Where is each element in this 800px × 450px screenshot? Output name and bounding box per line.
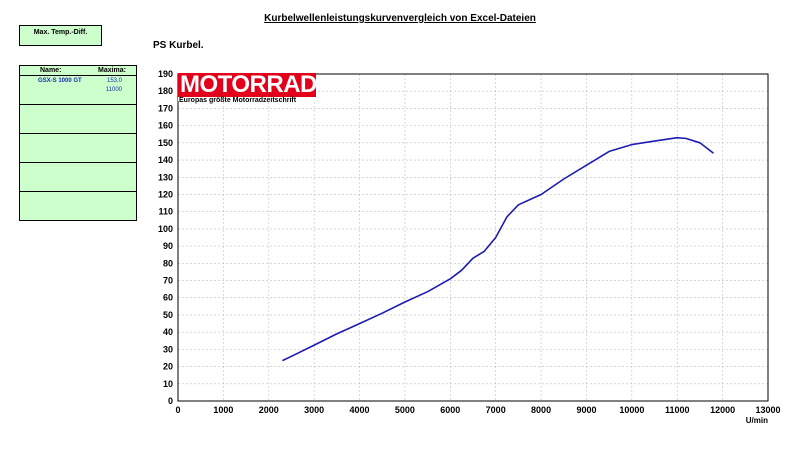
series-line-gsx-s-1000-gt: [282, 136, 714, 362]
legend-row: [20, 134, 136, 163]
x-tick-label: 4000: [350, 405, 370, 415]
legend-row-name: GSX-S 1000 GT: [38, 78, 82, 84]
y-tick-label: 100: [158, 224, 173, 234]
chart-subtitle: PS Kurbel.: [153, 40, 204, 51]
x-tick-label: 5000: [395, 405, 415, 415]
y-tick-label: 80: [163, 258, 173, 268]
y-tick-label: 50: [163, 310, 173, 320]
x-tick-label: 6000: [440, 405, 460, 415]
x-tick-label: 3000: [304, 405, 324, 415]
y-tick-label: 160: [158, 121, 173, 131]
x-tick-label: 0: [175, 405, 180, 415]
legend-row: GSX-S 1000 GT 153,0 11000: [20, 76, 136, 105]
y-tick-label: 130: [158, 172, 173, 182]
x-axis-label: U/min: [746, 416, 768, 425]
y-tick-label: 20: [163, 362, 173, 372]
x-tick-label: 1000: [213, 405, 233, 415]
y-tick-label: 0: [168, 396, 173, 406]
y-tick-label: 190: [158, 69, 173, 79]
y-tick-label: 70: [163, 276, 173, 286]
y-tick-label: 170: [158, 103, 173, 113]
x-tick-label: 9000: [576, 405, 596, 415]
plot-frame: [177, 73, 769, 402]
y-tick-label: 150: [158, 138, 173, 148]
legend-row: [20, 105, 136, 134]
y-tick-label: 180: [158, 86, 173, 96]
x-tick-label: 7000: [486, 405, 506, 415]
logo-wordmark: MOTORRAD: [178, 71, 317, 98]
plot-area: [178, 74, 768, 401]
x-tick-label: 12000: [710, 405, 735, 415]
legend-row: [20, 163, 136, 192]
legend-header-name: Name:: [40, 67, 62, 74]
legend-header: Name: Maxima:: [20, 66, 136, 76]
x-tick-label: 10000: [619, 405, 644, 415]
legend-header-maxima: Maxima:: [97, 67, 126, 74]
y-tick-label: 110: [158, 207, 173, 217]
legend-row-max-value: 153,0: [106, 78, 122, 84]
y-tick-label: 140: [158, 155, 173, 165]
logo-tagline: Europas größte Motorradzeitschrift: [179, 97, 297, 104]
max-temp-diff-box: Max. Temp.-Diff.: [19, 25, 102, 46]
legend-row-max-rpm: 11000: [105, 87, 122, 93]
y-tick-label: 60: [163, 293, 173, 303]
y-tick-label: 90: [163, 241, 173, 251]
y-tick-label: 30: [163, 344, 173, 354]
y-tick-label: 40: [163, 327, 173, 337]
motorrad-logo: MOTORRAD Europas größte Motorradzeitschr…: [178, 71, 317, 104]
x-tick-label: 11000: [665, 405, 690, 415]
x-tick-label: 2000: [259, 405, 279, 415]
page-title: Kurbelwellenleistungskurvenvergleich von…: [264, 13, 536, 24]
y-tick-label: 120: [158, 189, 173, 199]
y-tick-label: 10: [163, 379, 173, 389]
x-tick-label: 13000: [755, 405, 780, 415]
x-tick-label: 8000: [531, 405, 551, 415]
max-temp-diff-label: Max. Temp.-Diff.: [33, 29, 88, 36]
legend-table: Name: Maxima: GSX-S 1000 GT 153,0 11000: [19, 65, 137, 221]
